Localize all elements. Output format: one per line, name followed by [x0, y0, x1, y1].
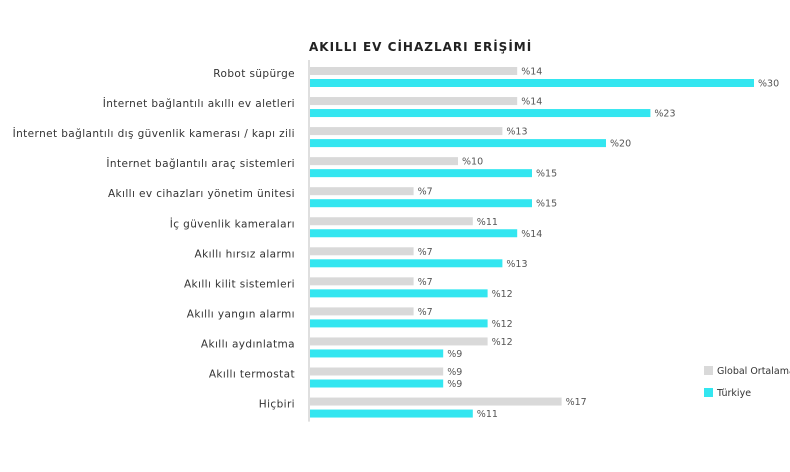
- bar-turkiye: [310, 199, 532, 208]
- bar-global: [310, 97, 518, 106]
- bar-turkiye: [310, 289, 488, 298]
- bar-global: [310, 127, 503, 136]
- category-label: Akıllı termostat: [209, 369, 295, 381]
- data-label: %14: [521, 67, 542, 78]
- data-label: %12: [492, 289, 513, 300]
- bar-turkiye: [310, 79, 754, 87]
- data-label: %13: [506, 259, 527, 270]
- data-label: %7: [418, 277, 433, 288]
- legend-swatch: [704, 388, 713, 397]
- category-label: Hiçbiri: [259, 399, 295, 411]
- legend: Global Ortalama Türkiye: [704, 366, 790, 399]
- legend-label: Türkiye: [716, 388, 751, 399]
- category-label: Akıllı hırsız alarmı: [195, 248, 295, 260]
- bar-turkiye: [310, 109, 651, 118]
- data-label: %15: [536, 169, 557, 180]
- category-label: Akıllı kilit sistemleri: [184, 278, 295, 290]
- data-label: %11: [477, 409, 498, 420]
- bar-global: [310, 217, 473, 226]
- category-label: Akıllı yangın alarmı: [187, 308, 295, 320]
- bar-global: [310, 307, 414, 316]
- bar-global: [310, 337, 488, 346]
- data-label: %30: [758, 79, 779, 90]
- bar-turkiye: [310, 139, 606, 148]
- category-label: İnternet bağlantılı dış güvenlik kameras…: [13, 127, 295, 140]
- bar-turkiye: [310, 259, 503, 268]
- data-label: %9: [447, 367, 462, 378]
- legend-label: Global Ortalama: [717, 366, 790, 377]
- bar-turkiye: [310, 409, 473, 418]
- data-label: %23: [654, 109, 675, 120]
- data-label: %12: [492, 337, 513, 348]
- category-label: İnternet bağlantılı akıllı ev aletleri: [103, 97, 295, 110]
- bar-global: [310, 67, 518, 75]
- chart-title: AKILLI EV CİHAZLARI ERİŞİMİ: [309, 39, 532, 54]
- data-label: %7: [418, 307, 433, 318]
- bar-global: [310, 187, 414, 196]
- bar-turkiye: [310, 379, 444, 388]
- data-label: %7: [418, 247, 433, 258]
- category-label: Robot süpürge: [213, 68, 295, 80]
- bar-global: [310, 277, 414, 286]
- bar-turkiye: [310, 229, 518, 238]
- bar-global: [310, 397, 562, 406]
- data-label: %13: [506, 127, 527, 138]
- bar-global: [310, 247, 414, 256]
- category-label: İnternet bağlantılı araç sistemleri: [106, 157, 295, 170]
- data-label: %17: [566, 397, 587, 408]
- bar-global: [310, 157, 458, 166]
- category-label: Akıllı ev cihazları yönetim ünitesi: [108, 188, 295, 200]
- bar-global: [310, 367, 444, 376]
- legend-swatch: [704, 366, 713, 375]
- data-label: %7: [418, 187, 433, 198]
- data-label: %20: [610, 139, 631, 150]
- data-label: %12: [492, 319, 513, 330]
- bar-turkiye: [310, 319, 488, 328]
- bars: %14 %30 %14 %23 %13 %20 %10 %15 %7 %15 %11 %14 %7 %13…: [310, 67, 779, 420]
- data-label: %11: [477, 217, 498, 228]
- data-label: %14: [521, 97, 542, 108]
- bar-turkiye: [310, 349, 444, 358]
- data-label: %15: [536, 199, 557, 210]
- data-label: %14: [521, 229, 542, 240]
- bar-turkiye: [310, 169, 532, 178]
- category-label: Akıllı aydınlatma: [201, 338, 295, 350]
- category-label: İç güvenlik kameraları: [170, 217, 295, 230]
- category-labels: Robot süpürge İnternet bağlantılı akıllı …: [13, 68, 295, 411]
- data-label: %10: [462, 157, 483, 168]
- data-label: %9: [447, 349, 462, 360]
- data-label: %9: [447, 379, 462, 390]
